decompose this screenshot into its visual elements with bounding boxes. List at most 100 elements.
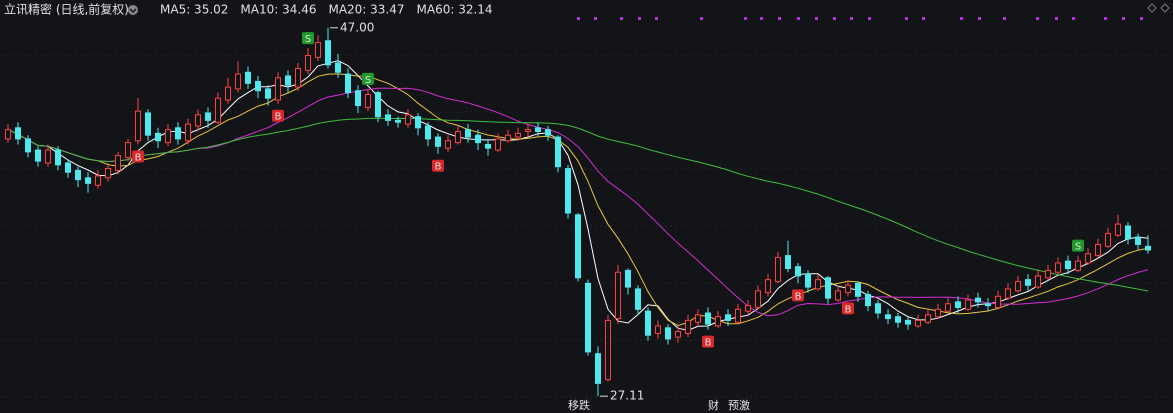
candle-body <box>235 73 241 90</box>
signal-label: B <box>275 112 282 123</box>
candle-body <box>445 140 451 149</box>
candle-body <box>95 175 101 186</box>
candle-body <box>335 62 341 73</box>
event-dot <box>833 17 836 20</box>
candle-body <box>1065 260 1071 270</box>
candle-body <box>1015 281 1021 292</box>
price-annotation: 27.11 <box>610 389 644 403</box>
signal-label: S <box>305 34 311 45</box>
candle-body <box>535 127 541 132</box>
candle-body <box>885 314 891 320</box>
signal-badge <box>432 159 444 172</box>
signal-badge <box>1072 239 1084 252</box>
candle-body <box>35 149 41 162</box>
candle-body <box>485 143 491 149</box>
candle-body <box>85 177 91 184</box>
candle-body <box>565 168 571 214</box>
candle-body <box>765 279 771 294</box>
candle-body <box>105 168 111 179</box>
signal-badge <box>132 150 144 163</box>
candle-body <box>525 129 531 132</box>
candle-body <box>395 119 401 123</box>
candle-body <box>285 75 291 86</box>
event-dot <box>655 17 658 20</box>
candle-body <box>645 310 651 336</box>
candle-body <box>1055 262 1061 273</box>
candle-body <box>625 269 631 288</box>
event-dot <box>700 17 703 20</box>
signal-badge <box>362 72 374 85</box>
candle-body <box>295 68 301 88</box>
signal-label: B <box>795 291 802 302</box>
candle-body <box>225 86 231 101</box>
candle-body <box>745 305 751 312</box>
candle-body <box>775 256 781 283</box>
signal-label: B <box>705 338 712 349</box>
event-dot <box>638 17 641 20</box>
candle-body <box>735 308 741 323</box>
candle-body <box>405 114 411 125</box>
signal-label: S <box>1075 242 1081 253</box>
candle-body <box>245 71 251 84</box>
candle-body <box>1085 253 1091 264</box>
event-dot <box>577 17 580 20</box>
toolbar-icons[interactable] <box>1147 3 1170 13</box>
candle-body <box>785 255 791 270</box>
candle-body <box>185 123 191 142</box>
candle-body <box>5 129 11 140</box>
candle-body <box>805 273 811 288</box>
candle-body <box>255 80 261 92</box>
candle-body <box>55 149 61 166</box>
candle-body <box>515 132 521 138</box>
signal-label: B <box>435 162 442 173</box>
event-dot <box>850 17 853 20</box>
candle-body <box>615 271 621 320</box>
signal-badge <box>792 289 804 302</box>
candle-body <box>1135 236 1141 245</box>
candle-body <box>165 129 171 144</box>
candle-body <box>15 127 21 140</box>
candle-body <box>705 312 711 325</box>
candle-body <box>375 92 381 118</box>
candle-body <box>1005 288 1011 299</box>
candle-body <box>365 93 371 108</box>
candle-body <box>605 319 611 381</box>
signal-badge <box>702 335 714 348</box>
ma-legend: MA20: 33.47 <box>328 3 404 17</box>
event-label: 预激 <box>728 398 750 412</box>
dropdown-arrow <box>129 8 137 14</box>
candle-body <box>875 303 881 314</box>
candle-body <box>125 142 131 158</box>
candle-body <box>145 112 151 136</box>
event-dot <box>594 17 597 20</box>
candle-body <box>755 290 761 308</box>
candle-body <box>275 77 281 101</box>
candle-body <box>345 73 351 94</box>
candle-body <box>1035 275 1041 288</box>
candle-body <box>495 138 501 151</box>
candle-body <box>505 134 511 142</box>
candle-body <box>455 130 461 144</box>
candle-body <box>315 42 321 58</box>
dropdown-icon[interactable] <box>128 5 138 15</box>
candle-body <box>1105 232 1111 247</box>
signal-label: B <box>135 152 142 163</box>
event-dot <box>1072 17 1075 20</box>
moving-average <box>7 73 1149 327</box>
candle-body <box>1075 260 1081 271</box>
candle-body <box>935 308 941 318</box>
candle-body <box>555 136 561 168</box>
candle-body <box>1095 243 1101 257</box>
candle-body <box>475 134 481 144</box>
signal-badge <box>302 32 314 45</box>
candle-body <box>585 282 591 353</box>
candle-body <box>215 97 221 123</box>
signal-label: S <box>365 75 371 86</box>
candle-body <box>1025 279 1031 286</box>
candle-body <box>265 88 271 99</box>
event-dot <box>1104 17 1107 20</box>
event-dot <box>620 17 623 20</box>
candle-body <box>715 316 721 327</box>
candle-body <box>905 319 911 325</box>
